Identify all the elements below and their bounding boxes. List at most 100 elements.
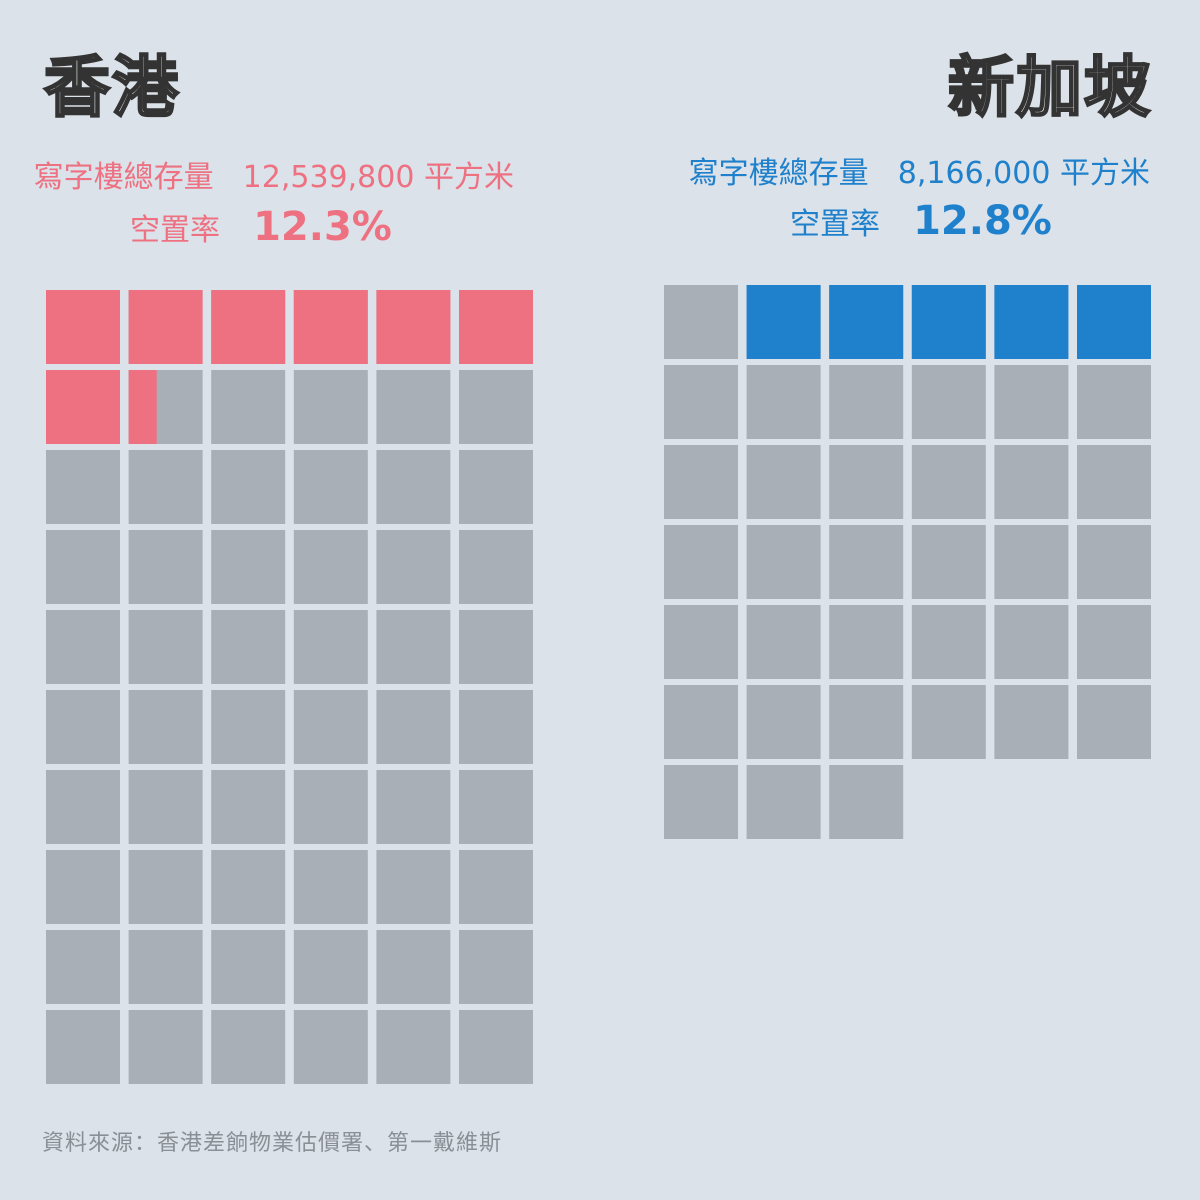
singapore-cell: [1077, 445, 1151, 519]
hong-kong-vacancy-line: 空置率 12.3%: [130, 204, 392, 254]
hong-kong-cell: [459, 450, 533, 524]
singapore-vacant-cell: [994, 285, 1069, 359]
hong-kong-cell: [46, 690, 120, 764]
singapore-title: 新加坡: [947, 48, 1152, 128]
hong-kong-title: 香港: [43, 48, 180, 128]
hong-kong-cell: [211, 690, 286, 764]
singapore-cell: [829, 605, 904, 679]
singapore-cell: [1077, 685, 1151, 759]
hong-kong-cell: [376, 1010, 451, 1084]
hong-kong-cell: [46, 850, 120, 924]
singapore-cell: [911, 365, 986, 439]
hong-kong-cell: [376, 690, 451, 764]
hong-kong-cell: [376, 610, 451, 684]
hong-kong-cell: [46, 930, 120, 1004]
singapore-cell: [664, 765, 738, 839]
hong-kong-cell: [211, 1010, 286, 1084]
hong-kong-vacancy-label: 空置率: [130, 213, 220, 248]
singapore-vacancy-value: 12.8%: [913, 198, 1052, 244]
hong-kong-vacant-cell: [46, 370, 120, 444]
hong-kong-cell: [376, 530, 451, 604]
singapore-stock-label: 寫字樓總存量: [688, 156, 869, 191]
singapore-cell: [664, 605, 738, 679]
hong-kong-waffle-chart: [46, 290, 533, 1084]
hong-kong-cell: [459, 770, 533, 844]
singapore-cell: [911, 525, 986, 599]
singapore-stock-unit: 平方米: [1060, 156, 1150, 191]
hong-kong-cell: [459, 850, 533, 924]
hong-kong-stock-unit: 平方米: [424, 160, 514, 195]
hong-kong-cell: [46, 770, 120, 844]
hong-kong-cell: [128, 530, 203, 604]
hong-kong-vacancy-value: 12.3%: [253, 204, 392, 250]
hong-kong-cell: [46, 530, 120, 604]
singapore-vacant-cell: [1077, 285, 1151, 359]
singapore-cell: [1077, 605, 1151, 679]
singapore-vacancy-line: 空置率 12.8%: [790, 198, 1052, 248]
hong-kong-cell: [46, 1010, 120, 1084]
singapore-cell: [994, 685, 1069, 759]
singapore-cell: [664, 685, 738, 759]
hong-kong-vacant-cell: [211, 290, 286, 364]
singapore-cell: [746, 365, 821, 439]
singapore-cell: [1077, 365, 1151, 439]
singapore-cell: [994, 605, 1069, 679]
singapore-cell: [664, 365, 738, 439]
hong-kong-cell: [459, 370, 533, 444]
singapore-cell: [746, 765, 821, 839]
singapore-cell: [911, 605, 986, 679]
singapore-cell: [664, 525, 738, 599]
hong-kong-cell: [211, 770, 286, 844]
hong-kong-cell: [128, 450, 203, 524]
singapore-vacancy-label: 空置率: [790, 207, 880, 242]
hong-kong-cell: [293, 1010, 368, 1084]
singapore-cell: [746, 525, 821, 599]
hong-kong-cell: [459, 690, 533, 764]
hong-kong-cell: [293, 370, 368, 444]
hong-kong-cell: [128, 690, 203, 764]
hong-kong-cell: [293, 770, 368, 844]
singapore-cell: [829, 765, 904, 839]
singapore-cell: [994, 365, 1069, 439]
hong-kong-cell: [459, 930, 533, 1004]
singapore-vacant-cell: [911, 285, 986, 359]
singapore-cell: [829, 685, 904, 759]
singapore-cell: [746, 685, 821, 759]
hong-kong-vacant-cell: [46, 290, 120, 364]
hong-kong-cell: [211, 610, 286, 684]
hong-kong-vacant-cell: [128, 290, 203, 364]
singapore-cell: [664, 445, 738, 519]
singapore-cell: [664, 285, 738, 359]
hong-kong-vacant-cell: [128, 370, 157, 444]
singapore-stock-line: 寫字樓總存量 8,166,000 平方米: [689, 156, 1150, 192]
hong-kong-cell: [211, 370, 286, 444]
hong-kong-cell: [376, 930, 451, 1004]
hong-kong-stock-line: 寫字樓總存量 12,539,800 平方米: [34, 160, 514, 196]
singapore-cell: [911, 685, 986, 759]
singapore-cell: [829, 445, 904, 519]
hong-kong-cell: [376, 450, 451, 524]
hong-kong-cell: [128, 1010, 203, 1084]
hong-kong-cell: [293, 610, 368, 684]
singapore-cell: [829, 365, 904, 439]
hong-kong-cell: [211, 530, 286, 604]
hong-kong-vacant-cell: [293, 290, 368, 364]
hong-kong-cell: [293, 530, 368, 604]
singapore-cell: [746, 605, 821, 679]
hong-kong-cell: [293, 450, 368, 524]
hong-kong-vacant-cell: [459, 290, 533, 364]
hong-kong-cell: [376, 850, 451, 924]
hong-kong-cell: [46, 610, 120, 684]
hong-kong-cell: [128, 930, 203, 1004]
hong-kong-cell: [128, 770, 203, 844]
singapore-cell: [994, 445, 1069, 519]
hong-kong-stock-value: 12,539,800: [242, 160, 415, 195]
hong-kong-cell: [376, 370, 451, 444]
hong-kong-cell: [293, 930, 368, 1004]
singapore-vacant-cell: [746, 285, 821, 359]
hong-kong-cell: [459, 610, 533, 684]
singapore-cell: [911, 445, 986, 519]
singapore-vacant-cell: [829, 285, 904, 359]
hong-kong-stock-label: 寫字樓總存量: [33, 160, 214, 195]
hong-kong-cell: [128, 850, 203, 924]
